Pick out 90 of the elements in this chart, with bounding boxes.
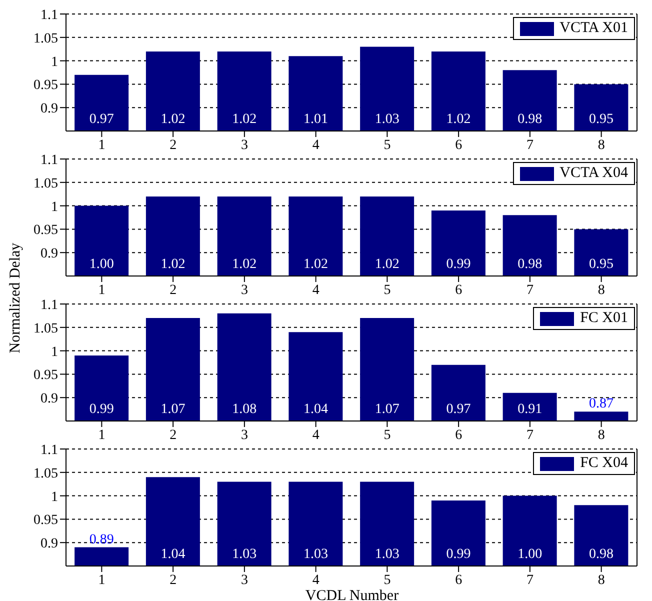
x-tick-label: 5	[384, 282, 391, 298]
y-tick-label: 1.1	[40, 298, 58, 313]
y-tick-label: 1.1	[40, 152, 58, 168]
data-label: 0.98	[588, 547, 614, 562]
x-tick-label: 1	[98, 138, 106, 153]
y-tick-label: 1.05	[34, 321, 58, 336]
x-tick-label: 4	[312, 572, 320, 588]
y-tick-label: 1	[51, 490, 58, 505]
x-tick-label: 2	[170, 138, 177, 153]
y-tick-label: 1.1	[40, 442, 58, 458]
y-tick-label: 1	[51, 54, 58, 70]
data-label: 1.00	[518, 547, 542, 562]
data-label: 1.02	[160, 112, 186, 127]
x-tick-label: 7	[526, 572, 534, 588]
x-tick-label: 7	[526, 428, 534, 443]
data-label: 1.00	[89, 257, 114, 272]
data-label: 1.07	[160, 402, 186, 417]
y-axis-title: Normalized Delay	[8, 242, 24, 354]
x-tick-label: 6	[455, 138, 462, 153]
y-tick-label: 1.05	[34, 466, 58, 482]
legend-label: FC X04	[580, 455, 628, 472]
y-tick-label: 0.95	[34, 513, 58, 528]
x-tick-label: 1	[98, 428, 106, 443]
legend-label: VCTA X04	[560, 165, 628, 182]
x-tick-label: 6	[455, 572, 462, 588]
x-tick-label: 3	[240, 428, 248, 443]
x-tick-label: 5	[384, 138, 391, 153]
y-tick-label: 1.05	[34, 31, 58, 46]
data-label: 0.91	[518, 402, 542, 417]
data-label: 0.99	[446, 257, 471, 272]
x-tick-label: 8	[598, 138, 605, 153]
x-tick-label: 4	[312, 282, 320, 298]
data-label: 1.08	[232, 402, 257, 417]
data-label: 1.02	[232, 112, 257, 127]
data-label: 0.99	[446, 547, 471, 562]
y-tick-label: 1	[51, 344, 58, 360]
y-tick-label: 0.95	[34, 78, 58, 94]
legend-label: FC X01	[580, 310, 628, 327]
x-tick-label: 3	[240, 572, 248, 588]
data-label: 1.02	[374, 257, 400, 272]
x-tick-label: 8	[598, 282, 605, 298]
data-label: 0.98	[518, 257, 542, 272]
x-tick-label: 6	[455, 282, 462, 298]
x-tick-label: 3	[240, 282, 248, 298]
x-tick-label: 8	[598, 572, 605, 588]
x-tick-label: 2	[170, 282, 177, 298]
data-label: 1.02	[446, 112, 471, 127]
x-tick-label: 5	[384, 428, 391, 443]
y-tick-label: 0.9	[40, 102, 58, 117]
x-tick-label: 4	[312, 428, 320, 443]
data-label: 1.01	[303, 112, 328, 127]
data-label: 1.03	[374, 547, 400, 562]
legend-label: VCTA X01	[560, 20, 628, 37]
x-tick-label: 5	[384, 572, 391, 588]
x-tick-label: 1	[98, 572, 106, 588]
x-axis-title: VCDL Number	[304, 588, 400, 601]
data-label: 0.98	[518, 112, 542, 127]
x-tick-label: 7	[526, 282, 534, 298]
data-label: 0.95	[588, 112, 614, 127]
y-tick-label: 0.95	[34, 368, 58, 384]
data-label: 0.95	[588, 257, 614, 272]
y-tick-label: 0.9	[40, 536, 58, 552]
x-tick-label: 1	[98, 282, 106, 298]
data-label: 1.02	[160, 257, 186, 272]
x-tick-label: 7	[526, 138, 534, 153]
x-tick-label: 6	[455, 428, 462, 443]
data-label: 1.02	[303, 257, 328, 272]
x-tick-label: 8	[598, 428, 605, 443]
y-tick-label: 1	[51, 200, 58, 215]
data-label: 0.97	[446, 402, 471, 417]
x-tick-label: 3	[240, 138, 248, 153]
data-label: 0.89	[89, 532, 114, 548]
y-tick-label: 1.1	[40, 8, 58, 23]
y-tick-label: 1.05	[34, 176, 58, 192]
data-label: 1.02	[232, 257, 257, 272]
data-label: 0.97	[89, 112, 114, 127]
y-tick-label: 0.9	[40, 246, 58, 262]
data-label: 1.04	[303, 402, 328, 417]
x-tick-label: 4	[312, 138, 320, 153]
data-label: 1.07	[374, 402, 400, 417]
data-label: 1.03	[232, 547, 257, 562]
data-label: 1.03	[303, 547, 328, 562]
data-label: 0.99	[89, 402, 114, 417]
x-tick-label: 2	[170, 428, 177, 443]
y-tick-label: 0.95	[34, 223, 58, 238]
y-tick-label: 0.9	[40, 392, 58, 407]
x-tick-label: 2	[170, 572, 177, 588]
data-label: 0.87	[588, 396, 614, 412]
data-label: 1.03	[374, 112, 400, 127]
data-label: 1.04	[160, 547, 186, 562]
